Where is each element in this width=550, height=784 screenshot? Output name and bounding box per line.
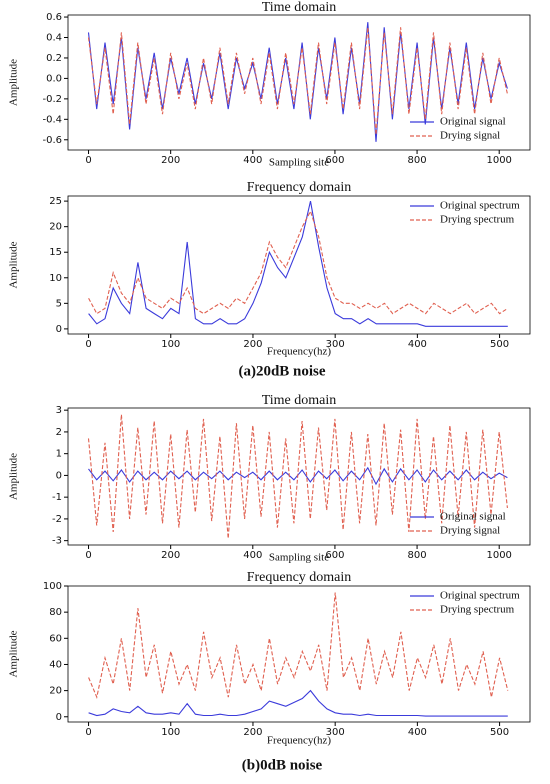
series-line xyxy=(88,689,508,717)
y-tick-label: 0.0 xyxy=(46,73,62,84)
y-tick-label: 60 xyxy=(49,633,62,644)
legend-label: Original spectrum xyxy=(440,200,520,212)
series-line xyxy=(87,27,508,135)
x-tick-label: 800 xyxy=(408,550,427,561)
y-tick-label: 0 xyxy=(56,712,62,723)
plot-frame xyxy=(67,585,531,723)
chart-title: Frequency domain xyxy=(247,180,352,195)
y-axis-label: Amplitude xyxy=(8,453,20,500)
y-tick-label: 1 xyxy=(56,449,62,460)
series-line xyxy=(88,209,509,315)
y-tick-label: 0.6 xyxy=(46,12,62,23)
x-axis-label: Frequency(hz) xyxy=(267,346,331,358)
x-axis-label: Sampling site xyxy=(269,552,329,564)
legend-label: Drying spectrum xyxy=(440,604,515,616)
caption: (b)0dB noise xyxy=(242,757,323,773)
x-tick-label: 400 xyxy=(408,339,427,350)
legend-label: Original spectrum xyxy=(440,590,520,602)
x-tick-label: 0 xyxy=(85,339,91,350)
x-tick-label: 200 xyxy=(161,550,180,561)
series-line xyxy=(88,592,509,700)
x-tick-label: 300 xyxy=(326,727,345,738)
y-tick-label: -0.4 xyxy=(42,114,62,125)
x-tick-label: 100 xyxy=(161,727,180,738)
y-tick-label: 5 xyxy=(56,298,62,309)
y-tick-label: 100 xyxy=(43,581,62,592)
x-axis-label: Sampling site xyxy=(269,157,329,169)
y-tick-label: 0.2 xyxy=(46,53,62,64)
x-tick-label: 600 xyxy=(325,155,344,166)
y-tick-label: 3 xyxy=(56,405,62,416)
x-tick-label: 200 xyxy=(243,339,262,350)
legend-label: Original signal xyxy=(440,511,506,523)
y-tick-label: 40 xyxy=(49,659,62,670)
legend-label: Drying spectrum xyxy=(440,214,515,226)
x-tick-label: 400 xyxy=(408,727,427,738)
y-axis-label: Amplitude xyxy=(8,630,20,677)
y-tick-label: 0.4 xyxy=(46,33,62,44)
x-tick-label: 500 xyxy=(490,339,509,350)
legend-label: Original signal xyxy=(440,116,506,128)
y-tick-label: -0.2 xyxy=(42,94,62,105)
y-tick-label: 20 xyxy=(49,686,62,697)
y-tick-label: -3 xyxy=(52,536,62,547)
plot-frame xyxy=(67,14,531,151)
x-tick-label: 300 xyxy=(326,339,345,350)
series-line xyxy=(87,414,508,539)
y-axis-label: Amplitude xyxy=(8,59,20,106)
chart-title: Frequency domain xyxy=(247,570,352,585)
x-tick-label: 0 xyxy=(85,727,91,738)
x-tick-label: 800 xyxy=(408,155,427,166)
x-tick-label: 0 xyxy=(85,155,91,166)
x-tick-label: 0 xyxy=(85,550,91,561)
x-tick-label: 100 xyxy=(161,339,180,350)
x-axis-label: Frequency(hz) xyxy=(267,735,331,747)
chart-title: Time domain xyxy=(262,0,337,15)
y-tick-label: 0 xyxy=(56,470,62,481)
x-tick-label: 500 xyxy=(490,727,509,738)
x-tick-label: 1000 xyxy=(486,550,511,561)
plot-frame xyxy=(67,407,531,546)
legend-label: Drying signal xyxy=(440,130,500,142)
y-tick-label: 10 xyxy=(49,273,62,284)
y-tick-label: 20 xyxy=(49,222,62,233)
x-tick-label: 200 xyxy=(161,155,180,166)
series-line xyxy=(88,200,508,327)
chart-title: Time domain xyxy=(262,393,337,408)
y-tick-label: 15 xyxy=(49,247,62,258)
plot-frame xyxy=(67,195,531,335)
x-tick-label: 400 xyxy=(243,550,262,561)
y-tick-label: 80 xyxy=(49,607,62,618)
y-tick-label: -2 xyxy=(52,514,62,525)
y-tick-label: -1 xyxy=(52,492,62,503)
y-tick-label: 25 xyxy=(49,196,62,207)
y-tick-label: 2 xyxy=(56,427,62,438)
x-tick-label: 600 xyxy=(325,550,344,561)
y-tick-label: 0 xyxy=(56,324,62,335)
caption: (a)20dB noise xyxy=(238,363,325,379)
x-tick-label: 200 xyxy=(243,727,262,738)
x-tick-label: 400 xyxy=(243,155,262,166)
y-tick-label: -0.6 xyxy=(42,135,62,146)
y-axis-label: Amplitude xyxy=(8,241,20,288)
x-tick-label: 1000 xyxy=(486,155,511,166)
legend-label: Drying signal xyxy=(440,525,500,537)
